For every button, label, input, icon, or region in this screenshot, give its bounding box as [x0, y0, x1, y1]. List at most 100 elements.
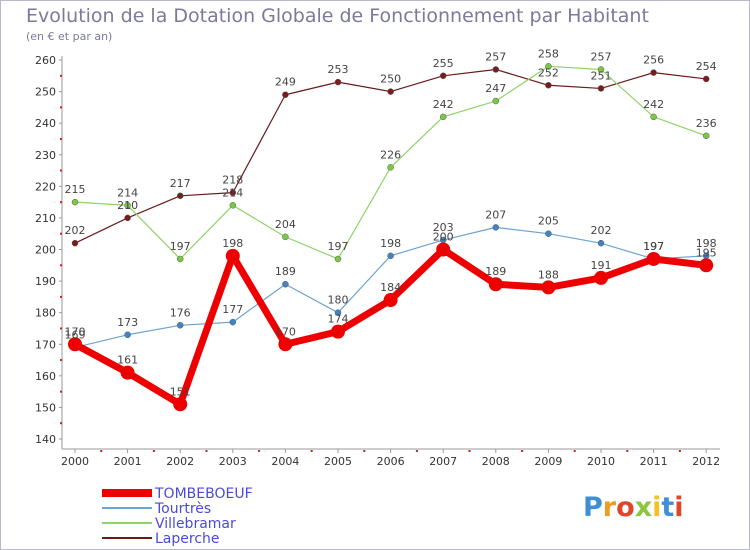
data-point — [331, 324, 345, 339]
data-point — [545, 63, 552, 70]
x-minor-tick — [205, 450, 208, 452]
y-minor-tick — [60, 137, 62, 140]
data-point — [173, 397, 188, 412]
proxiti-logo: Proxiti — [583, 492, 684, 523]
data-label: 236 — [696, 117, 717, 130]
data-point — [120, 365, 135, 380]
y-tick-label: 160 — [35, 370, 56, 383]
data-label: 197 — [643, 240, 664, 253]
y-tick-label: 190 — [35, 275, 56, 288]
data-label: 173 — [117, 316, 138, 329]
data-label: 170 — [65, 325, 86, 338]
x-tick-label: 2009 — [534, 455, 562, 468]
data-point — [439, 113, 447, 121]
data-label: 210 — [117, 199, 138, 212]
data-point — [387, 88, 394, 95]
data-label: 188 — [538, 268, 559, 281]
data-label: 242 — [433, 98, 454, 111]
y-minor-tick — [60, 74, 62, 77]
logo-letter: i — [652, 492, 661, 523]
x-tick-label: 2008 — [482, 455, 510, 468]
data-point — [541, 280, 556, 295]
y-tick-label: 210 — [35, 212, 56, 225]
x-tick-label: 2004 — [271, 455, 299, 468]
y-tick-label: 200 — [35, 244, 56, 257]
data-point — [282, 280, 289, 288]
logo-letter: t — [661, 492, 674, 523]
data-label: 214 — [117, 186, 138, 199]
data-label: 195 — [696, 246, 717, 259]
data-point — [597, 239, 605, 247]
data-point — [229, 318, 237, 326]
data-label: 205 — [538, 215, 559, 228]
data-point — [334, 255, 342, 263]
logo-text: Proxiti — [583, 492, 684, 523]
y-tick-label: 260 — [35, 54, 56, 67]
data-point — [282, 233, 289, 241]
data-point — [229, 189, 237, 196]
y-minor-tick — [60, 232, 62, 235]
chart-subtitle: (en € et par an) — [26, 30, 112, 43]
data-label: 252 — [538, 66, 559, 79]
data-label: 257 — [485, 50, 506, 63]
data-point — [334, 309, 342, 316]
y-minor-tick — [60, 106, 62, 109]
data-point — [439, 72, 447, 80]
x-minor-tick — [678, 450, 681, 452]
chart-title: Evolution de la Dotation Globale de Fonc… — [26, 5, 649, 27]
logo-letter: P — [583, 492, 603, 523]
y-minor-tick — [60, 327, 62, 330]
y-tick-label: 230 — [35, 149, 56, 162]
data-label: 191 — [591, 259, 612, 272]
x-minor-tick — [626, 450, 629, 452]
data-label: 258 — [538, 47, 559, 60]
data-label: 253 — [328, 63, 349, 76]
data-label: 198 — [222, 237, 243, 250]
y-tick-label: 150 — [35, 401, 56, 414]
data-label: 198 — [696, 237, 717, 250]
data-label: 170 — [275, 325, 296, 338]
data-label: 177 — [222, 303, 243, 316]
data-label: 242 — [643, 98, 664, 111]
series-tourtrès — [71, 224, 710, 351]
data-label: 198 — [380, 237, 401, 250]
series-villebramar — [71, 63, 710, 263]
data-point — [545, 82, 552, 89]
data-point — [387, 164, 394, 171]
x-minor-tick — [468, 450, 471, 452]
data-label: 215 — [65, 183, 86, 196]
data-point — [124, 214, 131, 222]
y-tick-label: 180 — [35, 307, 56, 320]
data-point — [176, 255, 184, 263]
data-label: 250 — [380, 73, 401, 86]
data-point — [702, 75, 710, 83]
data-label: 254 — [696, 60, 717, 73]
x-tick-label: 2005 — [324, 455, 352, 468]
data-point — [594, 270, 608, 285]
x-tick-label: 2007 — [429, 455, 457, 468]
x-minor-tick — [521, 450, 524, 452]
x-minor-tick — [258, 450, 261, 452]
data-point — [702, 132, 710, 140]
x-tick-label: 2012 — [692, 455, 720, 468]
data-label: 207 — [485, 208, 506, 221]
x-minor-tick — [415, 450, 418, 452]
data-label: 200 — [433, 231, 454, 244]
data-label: 247 — [485, 82, 506, 95]
y-tick-label: 240 — [35, 117, 56, 130]
data-labels: 202 210 217 218 249 253 250 255 257 252 251 256 254 2… — [65, 47, 717, 398]
data-point — [176, 322, 184, 329]
data-point — [436, 242, 451, 257]
logo-letter: i — [674, 492, 683, 523]
data-point — [545, 230, 552, 237]
legend-label: TOMBEBOEUF — [154, 486, 253, 502]
data-label: 257 — [591, 50, 612, 63]
data-label: 217 — [170, 177, 191, 190]
data-point — [278, 337, 293, 352]
y-tick-label: 220 — [35, 180, 56, 193]
data-point — [334, 78, 342, 86]
y-minor-tick — [60, 201, 62, 204]
logo-letter: o — [616, 492, 635, 523]
